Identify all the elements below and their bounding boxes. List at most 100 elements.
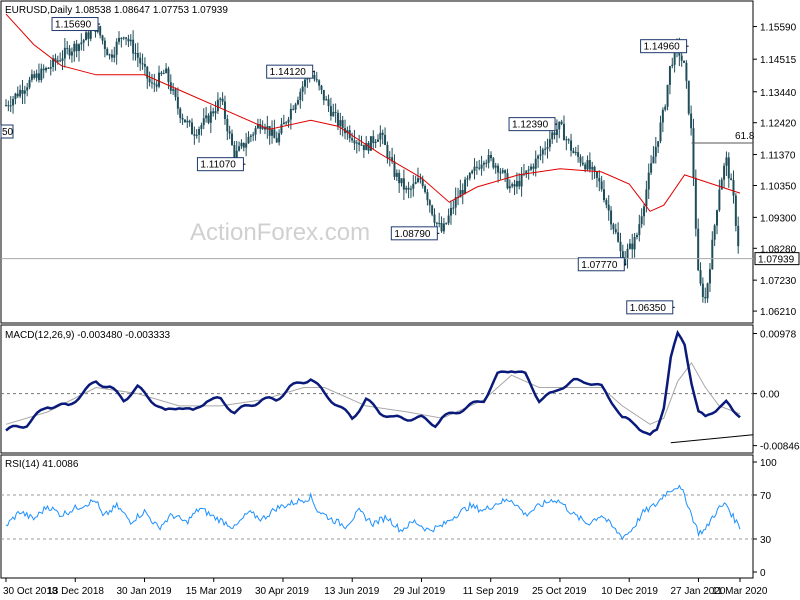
- price-callout-label: 1.12390: [512, 120, 549, 131]
- candle-body: [320, 85, 323, 90]
- candle-body: [235, 150, 238, 161]
- candle-body: [16, 93, 19, 97]
- price-tick-label: 1.12420: [760, 119, 797, 130]
- candle-body: [407, 187, 410, 190]
- macd-panel-frame: [0, 324, 754, 454]
- candle-body: [668, 66, 671, 85]
- candle-body: [141, 63, 144, 65]
- candle-body: [591, 166, 594, 170]
- candle-body: [574, 152, 577, 154]
- candle-body: [459, 190, 462, 198]
- candle-body: [212, 111, 215, 114]
- candle-body: [77, 44, 80, 52]
- candle-body: [268, 126, 271, 136]
- candle-body: [673, 48, 676, 65]
- candle-body: [445, 223, 448, 225]
- candle-body: [315, 79, 318, 81]
- candle-body: [614, 229, 617, 233]
- rsi-tick-label: 70: [760, 491, 772, 502]
- candle-body: [659, 122, 662, 142]
- candle-body: [384, 134, 387, 146]
- candle-body: [633, 236, 636, 250]
- candle-body: [216, 99, 219, 112]
- candle-body: [82, 40, 85, 43]
- candle-body: [233, 144, 236, 161]
- candle-body: [626, 248, 629, 259]
- candle-body: [249, 135, 252, 137]
- price-tick-label: 1.11370: [760, 151, 796, 162]
- candle-body: [654, 146, 657, 157]
- x-tick-label: 29 Jul 2019: [393, 586, 445, 597]
- candle-body: [424, 186, 427, 193]
- candle-body: [607, 204, 610, 211]
- candle-body: [176, 96, 179, 109]
- candle-body: [240, 142, 243, 147]
- candle-body: [499, 172, 502, 174]
- candle-body: [647, 172, 650, 190]
- price-callout-label: 1.11070: [200, 160, 236, 171]
- candle-body: [537, 155, 540, 159]
- x-tick-label: 11 Mar 2020: [712, 586, 768, 597]
- candle-body: [21, 89, 24, 94]
- x-tick-label: 30 Apr 2019: [255, 586, 309, 597]
- candle-body: [395, 172, 398, 177]
- candle-body: [737, 225, 740, 247]
- candle-body: [508, 186, 511, 189]
- candle-body: [158, 72, 161, 87]
- candle-body: [150, 82, 153, 84]
- candle-body: [661, 109, 664, 123]
- candle-body: [42, 68, 45, 71]
- candle-body: [652, 156, 655, 164]
- candle-body: [329, 106, 332, 117]
- candle-body: [438, 222, 441, 224]
- candle-body: [54, 58, 57, 62]
- price-tick-label: 1.08280: [760, 244, 797, 255]
- candle-body: [73, 43, 76, 52]
- price-callout-label: 1.15690: [55, 20, 92, 31]
- candle-body: [56, 60, 59, 62]
- candle-body: [304, 79, 307, 87]
- candle-body: [296, 100, 299, 105]
- candle-body: [280, 124, 283, 134]
- price-title: EURUSD,Daily 1.08538 1.08647 1.07753 1.0…: [5, 5, 228, 16]
- candle-body: [428, 200, 431, 206]
- candle-body: [565, 139, 568, 141]
- candle-body: [400, 178, 403, 184]
- price-tick-label: 1.10350: [760, 182, 797, 193]
- candle-body: [7, 105, 10, 107]
- candle-body: [214, 111, 217, 114]
- candle-body: [666, 84, 669, 107]
- moving-average-line: [5, 13, 741, 212]
- candle-body: [551, 132, 554, 140]
- candle-body: [174, 89, 177, 97]
- candle-body: [541, 149, 544, 155]
- candle-body: [518, 180, 521, 187]
- candle-body: [209, 111, 212, 123]
- candle-body: [219, 98, 222, 100]
- candle-body: [353, 140, 356, 144]
- candle-body: [238, 146, 241, 151]
- candle-body: [278, 133, 281, 143]
- candle-body: [40, 68, 43, 81]
- macd-tick-label: 0.00978: [760, 329, 797, 340]
- candle-body: [433, 214, 436, 223]
- candle-body: [202, 118, 205, 126]
- candle-body: [351, 138, 354, 141]
- candle-body: [605, 200, 608, 205]
- candle-body: [313, 74, 316, 80]
- candle-body: [461, 190, 464, 194]
- candle-body: [442, 223, 445, 232]
- candle-body: [657, 141, 660, 147]
- candle-body: [619, 241, 622, 252]
- candle-body: [23, 90, 26, 94]
- candle-body: [183, 119, 186, 123]
- candle-body: [694, 178, 697, 229]
- candle-body: [664, 106, 667, 110]
- candle-body: [5, 105, 7, 107]
- candle-body: [635, 235, 638, 237]
- candle-body: [699, 270, 702, 284]
- candle-body: [200, 125, 203, 129]
- candle-body: [478, 167, 481, 169]
- candle-body: [398, 172, 401, 184]
